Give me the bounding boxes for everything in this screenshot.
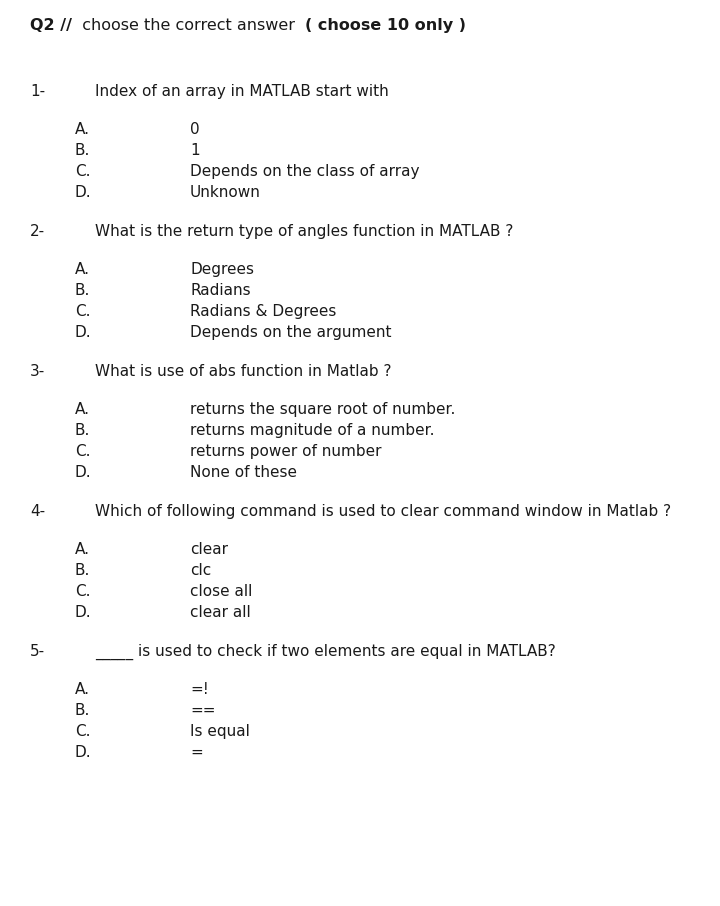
Text: B.: B. — [75, 283, 91, 298]
Text: 1-: 1- — [30, 84, 45, 99]
Text: _____ is used to check if two elements are equal in MATLAB?: _____ is used to check if two elements a… — [95, 644, 556, 660]
Text: D.: D. — [75, 185, 91, 200]
Text: D.: D. — [75, 745, 91, 760]
Text: Q2 //: Q2 // — [30, 18, 72, 33]
Text: A.: A. — [75, 262, 90, 277]
Text: clear: clear — [190, 542, 228, 557]
Text: Radians: Radians — [190, 283, 251, 298]
Text: returns magnitude of a number.: returns magnitude of a number. — [190, 423, 434, 438]
Text: Index of an array in MATLAB start with: Index of an array in MATLAB start with — [95, 84, 389, 99]
Text: A.: A. — [75, 402, 90, 417]
Text: 1: 1 — [190, 143, 199, 158]
Text: Is equal: Is equal — [190, 724, 250, 739]
Text: D.: D. — [75, 325, 91, 340]
Text: returns power of number: returns power of number — [190, 444, 382, 459]
Text: C.: C. — [75, 444, 91, 459]
Text: C.: C. — [75, 164, 91, 179]
Text: clc: clc — [190, 563, 211, 578]
Text: B.: B. — [75, 703, 91, 718]
Text: C.: C. — [75, 304, 91, 319]
Text: A.: A. — [75, 122, 90, 137]
Text: B.: B. — [75, 423, 91, 438]
Text: Unknown: Unknown — [190, 185, 261, 200]
Text: C.: C. — [75, 724, 91, 739]
Text: returns the square root of number.: returns the square root of number. — [190, 402, 455, 417]
Text: ( choose 10 only ): ( choose 10 only ) — [305, 18, 467, 33]
Text: 3-: 3- — [30, 364, 45, 379]
Text: 4-: 4- — [30, 504, 45, 519]
Text: What is use of abs function in Matlab ?: What is use of abs function in Matlab ? — [95, 364, 392, 379]
Text: Depends on the class of array: Depends on the class of array — [190, 164, 420, 179]
Text: A.: A. — [75, 682, 90, 697]
Text: C.: C. — [75, 584, 91, 599]
Text: None of these: None of these — [190, 465, 297, 480]
Text: What is the return type of angles function in MATLAB ?: What is the return type of angles functi… — [95, 224, 513, 239]
Text: =: = — [190, 745, 203, 760]
Text: B.: B. — [75, 563, 91, 578]
Text: D.: D. — [75, 465, 91, 480]
Text: =!: =! — [190, 682, 209, 697]
Text: Which of following command is used to clear command window in Matlab ?: Which of following command is used to cl… — [95, 504, 671, 519]
Text: Degrees: Degrees — [190, 262, 254, 277]
Text: A.: A. — [75, 542, 90, 557]
Text: 5-: 5- — [30, 644, 45, 659]
Text: close all: close all — [190, 584, 253, 599]
Text: D.: D. — [75, 605, 91, 620]
Text: B.: B. — [75, 143, 91, 158]
Text: 2-: 2- — [30, 224, 45, 239]
Text: Radians & Degrees: Radians & Degrees — [190, 304, 336, 319]
Text: clear all: clear all — [190, 605, 251, 620]
Text: choose the correct answer: choose the correct answer — [72, 18, 305, 33]
Text: Depends on the argument: Depends on the argument — [190, 325, 392, 340]
Text: 0: 0 — [190, 122, 199, 137]
Text: ==: == — [190, 703, 215, 718]
